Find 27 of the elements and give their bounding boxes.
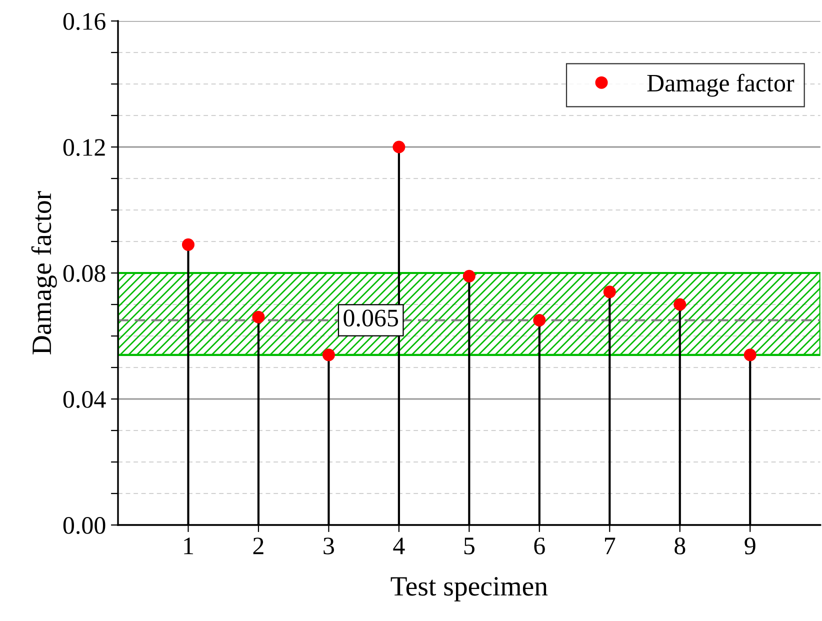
- x-tick-label: 2: [253, 538, 264, 554]
- point: [533, 314, 546, 326]
- x-tick-label: 6: [534, 538, 545, 554]
- x-axis-title: Test specimen: [390, 577, 548, 602]
- x-tick-label: 9: [744, 538, 756, 554]
- x-tick-label: 3: [324, 538, 334, 554]
- point: [182, 238, 194, 251]
- point: [462, 270, 476, 282]
- y-tick-label: 0.16: [63, 13, 106, 30]
- x-tick-label: 1: [184, 538, 193, 554]
- y-tick-label: 0.04: [63, 391, 106, 408]
- y-axis-title: Damage factor: [31, 191, 57, 354]
- x-tick-label: 4: [393, 538, 405, 554]
- y-tick-label: 0.12: [63, 139, 105, 156]
- point: [603, 286, 616, 298]
- x-tick-label: 7: [605, 538, 616, 554]
- y-tick-label: 0.00: [63, 517, 106, 534]
- x-tick-label: 8: [674, 538, 686, 554]
- point: [322, 348, 335, 362]
- y-tick-label: 0.08: [63, 265, 106, 282]
- point: [674, 298, 686, 311]
- point: [392, 140, 406, 154]
- x-tick-label: 5: [464, 538, 474, 554]
- point: [252, 310, 265, 324]
- ref-line-label: 0.065: [344, 310, 398, 327]
- point: [744, 348, 756, 362]
- legend-label: Damage factor: [647, 74, 794, 97]
